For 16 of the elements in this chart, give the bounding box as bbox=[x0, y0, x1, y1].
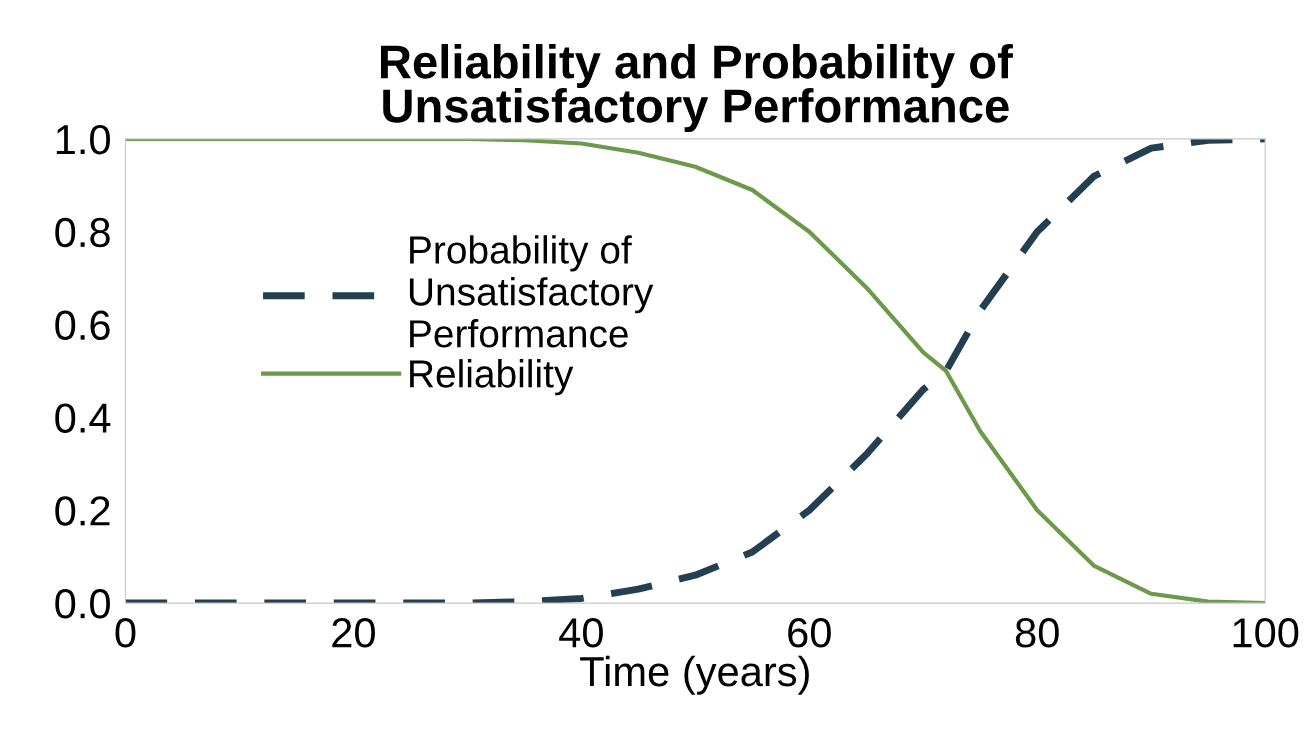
y-tick-label: 0.2 bbox=[55, 496, 110, 526]
x-tick-label: 40 bbox=[559, 618, 603, 648]
y-tick-label: 1.0 bbox=[56, 124, 110, 155]
x-tick-label: 20 bbox=[332, 618, 375, 648]
chart-title: Reliability and Probability of Unsatisfactory Performance bbox=[381, 43, 1013, 133]
legend-label: Reliability bbox=[410, 359, 574, 396]
x-tick-label: 0 bbox=[115, 618, 136, 648]
legend-label: Probability of Unsatisfactory Performance bbox=[409, 235, 654, 348]
y-tick-label: 0.0 bbox=[55, 589, 110, 619]
y-tick-label: 0.8 bbox=[55, 217, 110, 248]
x-tick-label: 80 bbox=[1015, 618, 1059, 648]
x-tick-label: 60 bbox=[788, 618, 831, 648]
x-axis-title: Time (years) bbox=[580, 655, 809, 695]
y-tick-label: 0.4 bbox=[55, 403, 111, 433]
x-tick-label: 100 bbox=[1233, 618, 1299, 648]
y-tick-label: 0.6 bbox=[55, 310, 110, 341]
